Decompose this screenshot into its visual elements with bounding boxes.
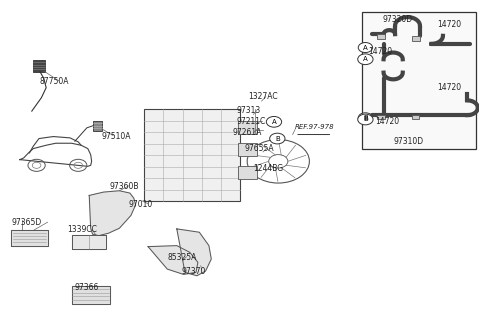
Circle shape xyxy=(266,117,282,127)
FancyBboxPatch shape xyxy=(377,34,385,39)
Text: B: B xyxy=(363,117,368,123)
Text: 97261A: 97261A xyxy=(233,128,262,137)
Text: B: B xyxy=(363,115,368,121)
Bar xyxy=(362,12,476,149)
Text: 97365D: 97365D xyxy=(11,218,41,227)
FancyBboxPatch shape xyxy=(377,115,385,120)
Text: 97655A: 97655A xyxy=(245,144,275,153)
FancyBboxPatch shape xyxy=(144,110,240,202)
Polygon shape xyxy=(148,246,198,275)
Text: 97360B: 97360B xyxy=(110,182,139,191)
FancyBboxPatch shape xyxy=(412,36,420,41)
FancyBboxPatch shape xyxy=(238,166,257,179)
Text: B: B xyxy=(275,135,280,141)
Polygon shape xyxy=(177,229,211,276)
Circle shape xyxy=(358,113,372,123)
Text: 14720: 14720 xyxy=(437,83,461,92)
Text: 85325A: 85325A xyxy=(167,253,197,262)
Circle shape xyxy=(358,114,373,125)
Text: A: A xyxy=(363,45,368,50)
Text: 97313: 97313 xyxy=(237,106,261,115)
Text: 87750A: 87750A xyxy=(40,77,70,85)
Text: 97211C: 97211C xyxy=(237,117,266,126)
Polygon shape xyxy=(89,191,136,236)
Text: 97510A: 97510A xyxy=(101,132,131,141)
Text: A: A xyxy=(363,56,368,62)
Text: 97366: 97366 xyxy=(75,283,99,292)
Text: 1244BG: 1244BG xyxy=(253,164,283,173)
Polygon shape xyxy=(11,230,48,246)
FancyBboxPatch shape xyxy=(238,143,257,156)
Text: 1339CC: 1339CC xyxy=(67,225,96,235)
Text: 97370: 97370 xyxy=(181,266,206,276)
Text: 14720: 14720 xyxy=(375,117,399,126)
Circle shape xyxy=(358,43,372,52)
Text: 14720: 14720 xyxy=(437,19,461,29)
Text: REF.97-978: REF.97-978 xyxy=(295,124,335,130)
FancyBboxPatch shape xyxy=(93,121,102,130)
Text: A: A xyxy=(272,119,276,125)
FancyBboxPatch shape xyxy=(238,121,257,133)
Text: 14720: 14720 xyxy=(368,47,392,56)
Polygon shape xyxy=(72,286,110,303)
Text: 97310D: 97310D xyxy=(393,137,423,146)
Text: 1327AC: 1327AC xyxy=(249,91,278,100)
Circle shape xyxy=(358,54,373,65)
FancyBboxPatch shape xyxy=(412,115,420,120)
Text: 97010: 97010 xyxy=(129,200,153,209)
Text: 97320D: 97320D xyxy=(383,14,413,24)
Polygon shape xyxy=(72,235,106,249)
FancyBboxPatch shape xyxy=(33,60,45,72)
Circle shape xyxy=(270,133,285,144)
